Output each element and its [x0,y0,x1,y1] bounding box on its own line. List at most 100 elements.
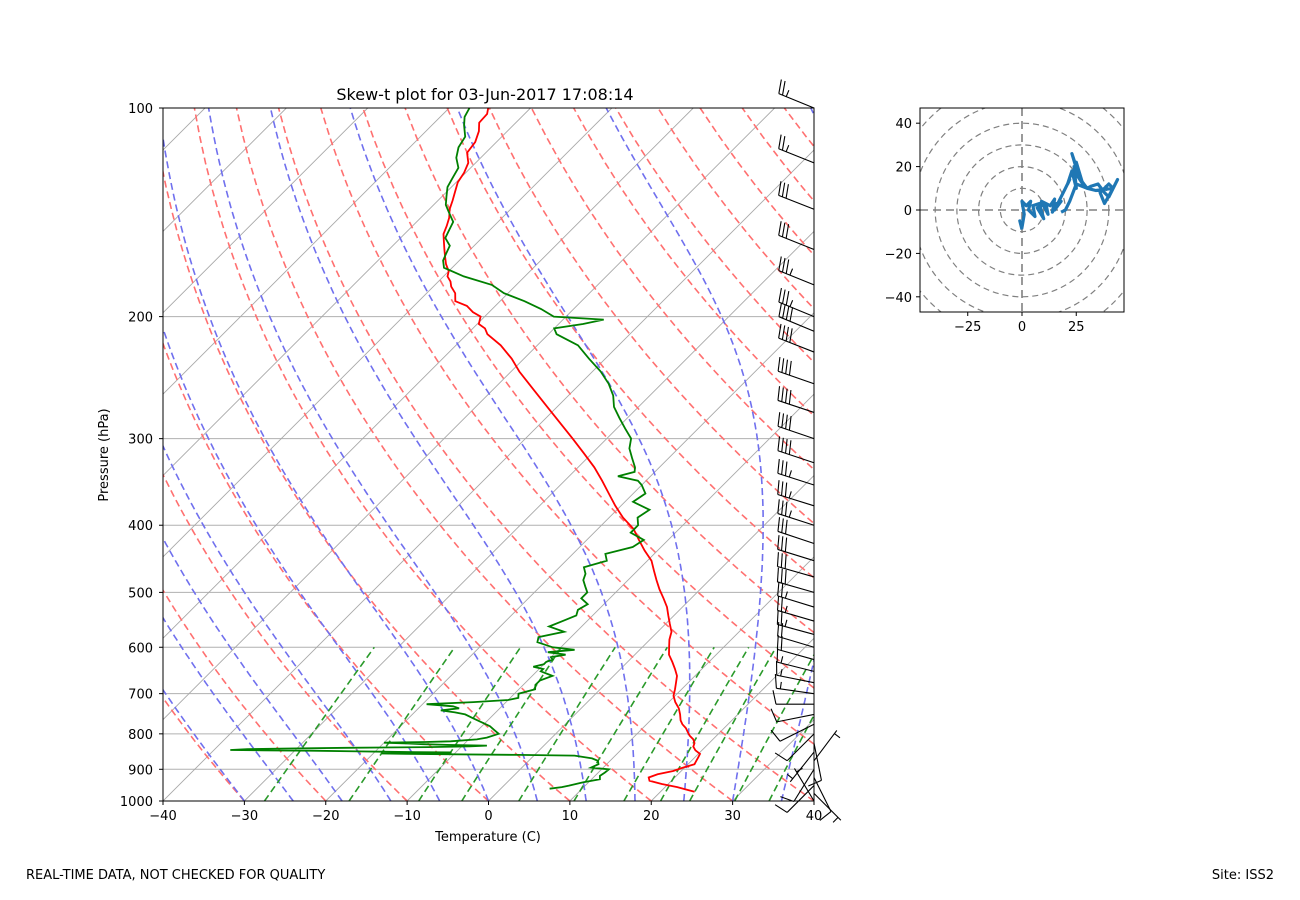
x-axis-label: Temperature (C) [434,830,541,845]
hodo-x-tick-label: −25 [954,320,981,335]
temperature-profile [442,108,702,793]
moist-adiabat [163,536,343,801]
hodo-y-tick-label: −40 [885,291,912,306]
mixing-ratio-line [623,646,715,801]
hodo-y-tick-label: 0 [904,204,912,219]
mixing-ratio-line [348,646,456,801]
isotherm [163,108,531,477]
wind-barb [777,356,815,385]
wind-barb [778,323,815,353]
wind-barb [774,673,815,695]
isotherm [163,108,450,395]
wind-barb [777,581,815,608]
moist-adiabat [163,132,490,801]
isotherm [163,108,694,639]
hodo-x-tick-label: 0 [1018,320,1026,335]
isotherm [325,312,814,801]
y-tick-label: 900 [128,763,153,778]
wind-barb [813,777,832,821]
moist-adiabat [269,108,587,801]
x-tick-label: 20 [643,809,660,824]
hodograph-trace [1018,152,1120,230]
wind-barb [778,79,815,109]
hodograph-ring [956,144,1088,276]
mixing-ratio-line [733,653,814,801]
skewt-plot: −40 −30 −20 −10 0 10 20 30 40 1000 900 800 700 600 500… [97,79,842,845]
y-tick-label: 600 [128,641,153,656]
wind-barb [778,181,815,210]
y-tick-label: 800 [128,728,153,743]
wind-barb [813,792,842,823]
mixing-ratio-line [418,646,522,801]
x-tick-label: −30 [231,809,258,824]
isotherm [244,230,814,801]
wind-barb [777,459,815,486]
isotherm [163,108,287,233]
dry-adiabat [163,168,571,801]
wind-barb [776,567,815,593]
wind-barb [777,412,815,440]
mixing-ratio-line [768,713,814,801]
y-tick-label: 200 [128,311,153,326]
wind-barb [778,302,815,332]
y-axis-label: Pressure (hPa) [97,408,112,501]
isotherm [569,556,814,801]
x-tick-label: −40 [149,809,176,824]
dry-adiabat [404,108,814,634]
hodo-y-tick-label: −20 [885,247,912,262]
wind-barb [778,256,815,286]
isotherm [406,393,814,801]
isotherm [163,108,369,314]
x-tick-label: 10 [562,809,579,824]
moist-adiabat [349,108,636,801]
isotherm [488,474,814,801]
x-tick-label: −20 [312,809,339,824]
x-tick-label: 0 [484,809,492,824]
hodo-y-tick-label: 40 [895,117,912,132]
x-tick-label: 40 [806,809,823,824]
wind-barb [777,499,815,526]
quality-disclaimer: REAL-TIME DATA, NOT CHECKED FOR QUALITY [26,868,326,883]
wind-barb [776,552,815,578]
wind-barb [776,635,815,661]
wind-barb [777,480,815,507]
wind-barb [770,723,815,742]
mixing-ratio-line [659,646,750,801]
wind-barb [786,751,815,783]
dry-adiabat [277,108,814,801]
wind-barb [776,647,815,672]
moist-adiabat [163,688,246,801]
wind-barb [778,134,815,164]
wind-barb [774,785,815,813]
mixing-ratio-line [688,646,777,801]
wind-barb [774,733,815,762]
wind-barb [770,708,815,723]
dry-adiabat [235,108,734,801]
wind-barb [777,535,815,562]
wind-barb [777,386,815,413]
wind-barb [772,690,814,705]
hodograph-plot: −25 0 25 40 20 0 −20 −40 [885,107,1125,335]
moist-adiabat [605,108,764,801]
hodo-y-tick-label: 20 [895,161,912,176]
wind-barb [777,517,815,544]
isotherm [163,108,775,721]
isotherm [163,149,814,801]
isotherm [163,108,613,558]
wind-barb [813,730,841,762]
wind-barb [778,287,815,318]
dry-adiabat [362,108,814,689]
y-tick-label: 300 [128,433,153,448]
x-tick-label: 30 [724,809,741,824]
wind-barb [775,660,815,684]
wind-barb [777,436,815,464]
site-label: Site: ISS2 [1211,868,1274,883]
dry-adiabat [163,588,327,801]
y-tick-label: 400 [128,519,153,534]
moist-adiabat [163,616,294,801]
mixing-ratio-line [518,646,616,801]
wind-barb [776,596,815,622]
hodo-x-tick-label: 25 [1068,320,1085,335]
dry-adiabat [193,108,652,801]
